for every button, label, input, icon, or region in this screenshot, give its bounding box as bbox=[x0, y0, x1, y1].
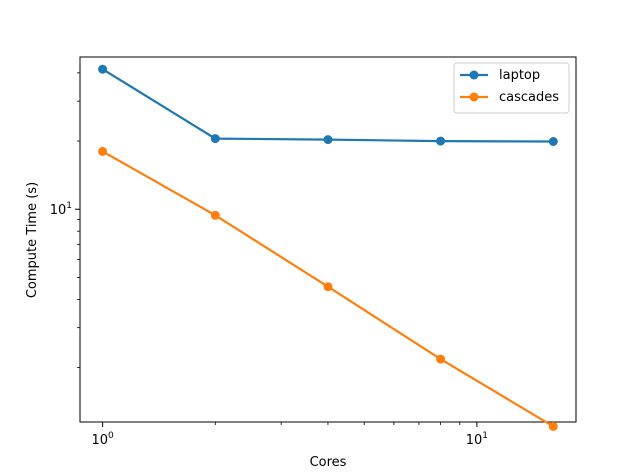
axes-frame bbox=[79, 56, 577, 423]
legend-marker-laptop bbox=[469, 70, 479, 80]
legend-label-laptop: laptop bbox=[499, 68, 540, 83]
plot-area bbox=[79, 56, 577, 431]
data-point-laptop bbox=[548, 137, 558, 146]
data-point-laptop bbox=[436, 136, 446, 146]
legend-marker-cascades bbox=[469, 92, 479, 102]
series-layer bbox=[98, 64, 558, 431]
data-point-cascades bbox=[98, 146, 108, 156]
data-point-cascades bbox=[323, 282, 333, 292]
y-axis-ticks: 101 bbox=[50, 72, 80, 368]
x-tick-label: 101 bbox=[466, 431, 488, 448]
legend: laptop cascades bbox=[453, 62, 570, 114]
data-point-laptop bbox=[98, 64, 108, 74]
data-point-cascades bbox=[436, 354, 446, 364]
x-axis-ticks: 100 101 bbox=[91, 422, 488, 448]
y-tick-label: 101 bbox=[50, 201, 72, 218]
x-axis-label: Cores bbox=[310, 455, 347, 470]
data-point-cascades bbox=[210, 210, 220, 220]
y-axis-label: Compute Time (s) bbox=[25, 182, 40, 298]
x-tick-label: 100 bbox=[91, 431, 114, 448]
legend-label-cascades: cascades bbox=[499, 90, 559, 105]
data-point-laptop bbox=[323, 135, 333, 145]
data-point-laptop bbox=[210, 134, 220, 144]
data-point-cascades bbox=[548, 421, 558, 431]
